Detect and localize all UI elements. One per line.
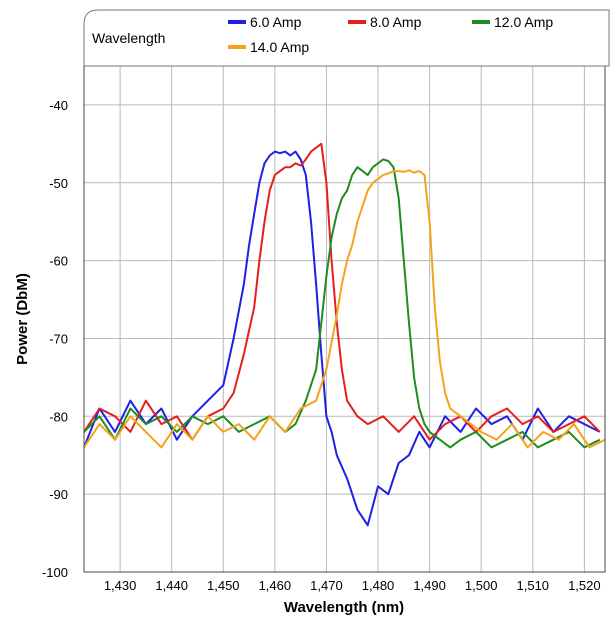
y-axis-label: Power (DbM)	[14, 273, 31, 365]
x-tick-label: 1,440	[155, 578, 188, 593]
y-tick-label: -100	[42, 565, 68, 580]
y-tick-label: -90	[49, 487, 68, 502]
x-tick-label: 1,490	[413, 578, 446, 593]
x-axis-ticks: 1,430 1,440 1,450 1,460 1,470 1,480 1,490 1,500…	[104, 578, 601, 593]
series-lines	[84, 142, 605, 527]
y-axis-ticks: -100 -90 -80 -70 -60 -50 -40	[42, 98, 68, 580]
series-line-1	[84, 142, 601, 441]
x-tick-label: 1,460	[259, 578, 292, 593]
legend-label: 14.0 Amp	[250, 39, 309, 55]
x-tick-label: 1,430	[104, 578, 137, 593]
y-tick-label: -60	[49, 254, 68, 269]
x-tick-label: 1,500	[465, 578, 498, 593]
legend-label: 12.0 Amp	[494, 14, 553, 30]
plot-area-border	[83, 65, 606, 573]
legend-title: Wavelength	[92, 30, 165, 46]
legend-label: 6.0 Amp	[250, 14, 302, 30]
y-tick-label: -70	[49, 331, 68, 346]
series-line-2	[84, 158, 601, 449]
x-tick-label: 1,470	[310, 578, 343, 593]
legend-items: 6.0 Amp 8.0 Amp 12.0 Amp 14.0 Amp	[228, 14, 553, 55]
legend-label: 8.0 Amp	[370, 14, 422, 30]
series-line-3	[84, 169, 605, 449]
y-tick-label: -80	[49, 409, 68, 424]
y-tick-label: -40	[49, 98, 68, 113]
x-tick-label: 1,480	[362, 578, 395, 593]
x-tick-label: 1,450	[207, 578, 240, 593]
x-tick-label: 1,520	[568, 578, 601, 593]
x-axis-label: Wavelength (nm)	[284, 599, 404, 616]
series-line-0	[84, 150, 601, 527]
y-tick-label: -50	[49, 176, 68, 191]
x-tick-label: 1,510	[517, 578, 550, 593]
grid	[84, 66, 605, 573]
legend: Wavelength 6.0 Amp 8.0 Amp 12.0 Amp 14.0 Am…	[83, 9, 610, 67]
